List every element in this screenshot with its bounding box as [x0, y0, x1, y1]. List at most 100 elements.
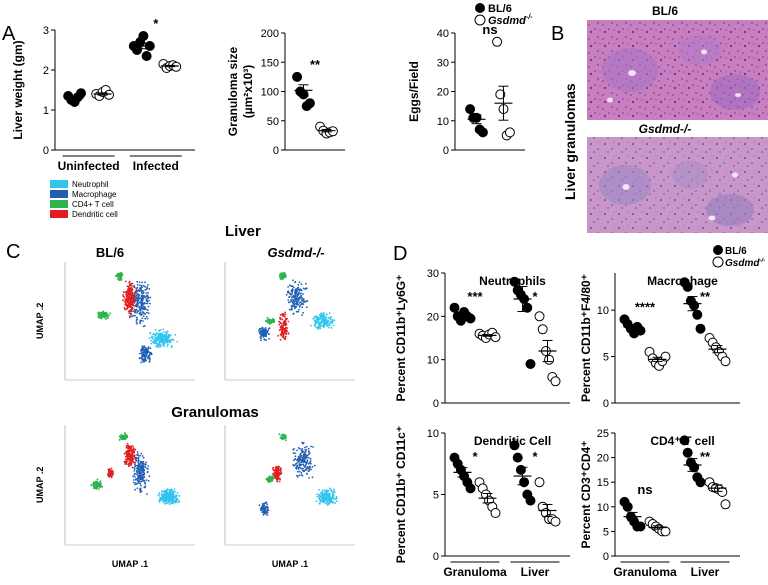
umap-point: [262, 507, 264, 509]
umap-point: [139, 468, 142, 470]
umap-point: [131, 307, 134, 310]
umap-point: [300, 474, 303, 476]
umap-point: [294, 295, 297, 298]
umap-point: [285, 332, 287, 335]
umap-point: [304, 465, 306, 468]
umap-point: [308, 477, 310, 479]
umap-col-bl6: BL/6: [96, 245, 124, 260]
y-tick-label: 0: [43, 145, 49, 157]
umap-point: [271, 475, 273, 478]
umap-point: [105, 318, 107, 320]
data-point: [509, 440, 520, 451]
umap-point: [327, 490, 329, 493]
umap-point: [136, 312, 139, 314]
umap-point: [323, 319, 325, 322]
umap-point: [290, 308, 293, 311]
umap-point: [318, 488, 320, 491]
umap-point: [295, 310, 298, 313]
umap-point: [134, 472, 136, 475]
umap-point: [282, 271, 285, 274]
umap-point: [321, 499, 324, 502]
umap-point: [266, 506, 269, 508]
umap-point: [325, 489, 328, 491]
umap-point: [147, 468, 149, 470]
umap-point: [296, 458, 299, 461]
data-point: [477, 127, 488, 138]
umap-point: [155, 345, 158, 348]
umap-point: [281, 333, 283, 336]
data-point: [550, 376, 561, 387]
umap-point: [318, 497, 320, 500]
umap-point: [263, 504, 266, 507]
umap-point: [137, 475, 140, 478]
umap-point: [318, 495, 321, 498]
umap-row-granulomas: Granulomas: [171, 404, 259, 421]
umap-point: [145, 354, 148, 356]
umap-point: [330, 327, 333, 329]
series-points: [465, 104, 488, 138]
umap-point: [133, 455, 136, 458]
umap-point: [169, 339, 172, 342]
umap-point: [143, 312, 146, 315]
umap-point: [270, 321, 273, 323]
umap-point: [141, 357, 143, 359]
umap-point: [103, 314, 105, 316]
umap-point: [154, 336, 157, 339]
umap-point: [125, 293, 127, 295]
umap-point: [134, 465, 137, 468]
umap-point: [304, 469, 306, 472]
data-point: [635, 521, 646, 532]
umap-legend-swatch: [50, 210, 68, 218]
umap-point: [292, 279, 294, 282]
umap-point: [285, 322, 287, 325]
umap-point: [134, 488, 137, 491]
umap-point: [291, 285, 294, 288]
umap-point: [111, 470, 114, 472]
umap-point: [145, 295, 148, 298]
umap-point: [141, 464, 144, 467]
umap-point: [144, 325, 146, 327]
umap-point: [297, 300, 299, 303]
umap-point: [145, 292, 148, 294]
umap-point: [276, 480, 279, 483]
umap-point: [166, 494, 168, 497]
umap-point: [274, 470, 277, 472]
umap-point: [266, 503, 269, 506]
umap-point: [167, 336, 170, 339]
umap-point: [302, 287, 305, 290]
umap-point: [162, 344, 164, 347]
data-point: [525, 495, 536, 506]
umap-point: [163, 490, 166, 493]
umap-point: [320, 323, 323, 325]
umap-point: [141, 311, 144, 313]
umap-point: [327, 326, 330, 329]
umap-point: [304, 282, 307, 285]
umap-point: [299, 452, 302, 455]
umap-point: [117, 277, 120, 280]
data-point: [720, 356, 731, 367]
umap-point: [142, 308, 145, 310]
umap-point: [118, 439, 121, 441]
umap-point: [163, 342, 166, 345]
umap-point: [326, 320, 329, 323]
umap-point: [142, 298, 145, 300]
umap-point: [136, 322, 138, 325]
series-points: [704, 333, 731, 367]
umap-point: [293, 448, 295, 450]
umap-point: [166, 339, 169, 341]
umap-point: [168, 493, 171, 495]
umap-point: [125, 455, 128, 458]
umap-point: [94, 486, 96, 488]
umap-point: [144, 285, 147, 288]
umap-point: [333, 319, 336, 322]
umap-point: [118, 273, 121, 276]
umap-point: [130, 450, 132, 452]
umap-point: [324, 498, 327, 501]
umap-point: [315, 317, 318, 320]
umap-point: [141, 303, 144, 306]
umap-point: [138, 476, 141, 479]
umap-point: [119, 435, 121, 438]
umap-point: [293, 298, 296, 301]
umap-point: [158, 495, 161, 497]
umap-point: [288, 292, 291, 294]
